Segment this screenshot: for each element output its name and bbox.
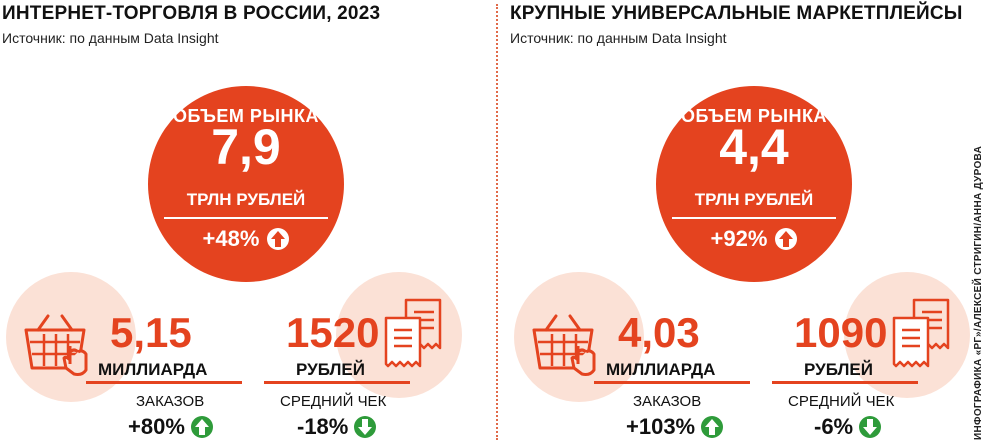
- orders-growth: +80%: [128, 414, 213, 440]
- basket-icon: [532, 314, 596, 376]
- orders-unit: МИЛЛИАРДА: [98, 360, 208, 379]
- check-underline: [264, 381, 410, 384]
- arrow-up-icon: [267, 228, 290, 250]
- market-volume-heading: ОБЪЕМ РЫНКА: [680, 106, 828, 126]
- receipt-icon: [892, 298, 950, 368]
- arrow-up-icon: [701, 416, 724, 438]
- market-volume-heading: ОБЪЕМ РЫНКА: [172, 106, 320, 126]
- market-volume-growth-value: +48%: [202, 226, 260, 251]
- market-volume-unit: ТРЛН РУБЛЕЙ: [186, 190, 306, 209]
- market-volume-value: 7,9: [211, 119, 281, 175]
- panel-internet-trade: ИНТЕРНЕТ-ТОРГОВЛЯ В РОССИИ, 2023 Источни…: [0, 0, 490, 443]
- market-volume-divider: [672, 217, 836, 219]
- market-volume-circle: ОБЪЕМ РЫНКА 7,9 ТРЛН РУБЛЕЙ +48%: [148, 86, 344, 282]
- market-volume-growth: +92%: [656, 226, 852, 252]
- arrow-up-icon: [190, 416, 213, 438]
- check-unit: РУБЛЕЙ: [296, 360, 365, 379]
- orders-value: 5,15: [110, 309, 192, 356]
- check-underline: [772, 381, 918, 384]
- market-volume-circle: ОБЪЕМ РЫНКА 4,4 ТРЛН РУБЛЕЙ +92%: [656, 86, 852, 282]
- arrow-up-icon: [775, 228, 798, 250]
- arrow-down-icon: [859, 416, 882, 438]
- orders-value: 4,03: [618, 309, 700, 356]
- check-growth: -18%: [297, 414, 377, 440]
- orders-label: ЗАКАЗОВ: [136, 393, 205, 410]
- check-unit: РУБЛЕЙ: [804, 360, 873, 379]
- panel-source: Источник: по данным Data Insight: [510, 30, 727, 46]
- orders-underline: [86, 381, 242, 384]
- market-volume-value: 4,4: [719, 119, 789, 175]
- check-growth-value: -6%: [814, 414, 854, 439]
- market-volume-growth: +48%: [148, 226, 344, 252]
- market-volume-growth-value: +92%: [710, 226, 768, 251]
- panel-source: Источник: по данным Data Insight: [2, 30, 219, 46]
- panel-title: ИНТЕРНЕТ-ТОРГОВЛЯ В РОССИИ, 2023: [2, 3, 381, 24]
- check-growth: -6%: [814, 414, 882, 440]
- orders-unit: МИЛЛИАРДА: [606, 360, 716, 379]
- market-volume-unit: ТРЛН РУБЛЕЙ: [694, 190, 814, 209]
- orders-underline: [594, 381, 750, 384]
- panel-marketplaces: КРУПНЫЕ УНИВЕРСАЛЬНЫЕ МАРКЕТПЛЕЙСЫ Источ…: [508, 0, 998, 443]
- orders-growth-value: +103%: [626, 414, 696, 439]
- panel-divider: [496, 4, 498, 440]
- orders-label: ЗАКАЗОВ: [633, 393, 702, 410]
- check-label: СРЕДНИЙ ЧЕК: [280, 393, 387, 410]
- check-value: 1520: [286, 309, 380, 356]
- arrow-down-icon: [354, 416, 377, 438]
- check-growth-value: -18%: [297, 414, 349, 439]
- market-volume-divider: [164, 217, 328, 219]
- orders-growth-value: +80%: [128, 414, 185, 439]
- receipt-icon: [384, 298, 442, 368]
- check-value: 1090: [794, 309, 888, 356]
- basket-icon: [24, 314, 88, 376]
- panel-title: КРУПНЫЕ УНИВЕРСАЛЬНЫЕ МАРКЕТПЛЕЙСЫ: [510, 3, 963, 24]
- infographic-credit: ИНФОГРАФИКА «РГ»/АЛЕКСЕЙ СТРИГИН/АННА ДУ…: [973, 145, 984, 440]
- orders-growth: +103%: [626, 414, 724, 440]
- check-label: СРЕДНИЙ ЧЕК: [788, 393, 895, 410]
